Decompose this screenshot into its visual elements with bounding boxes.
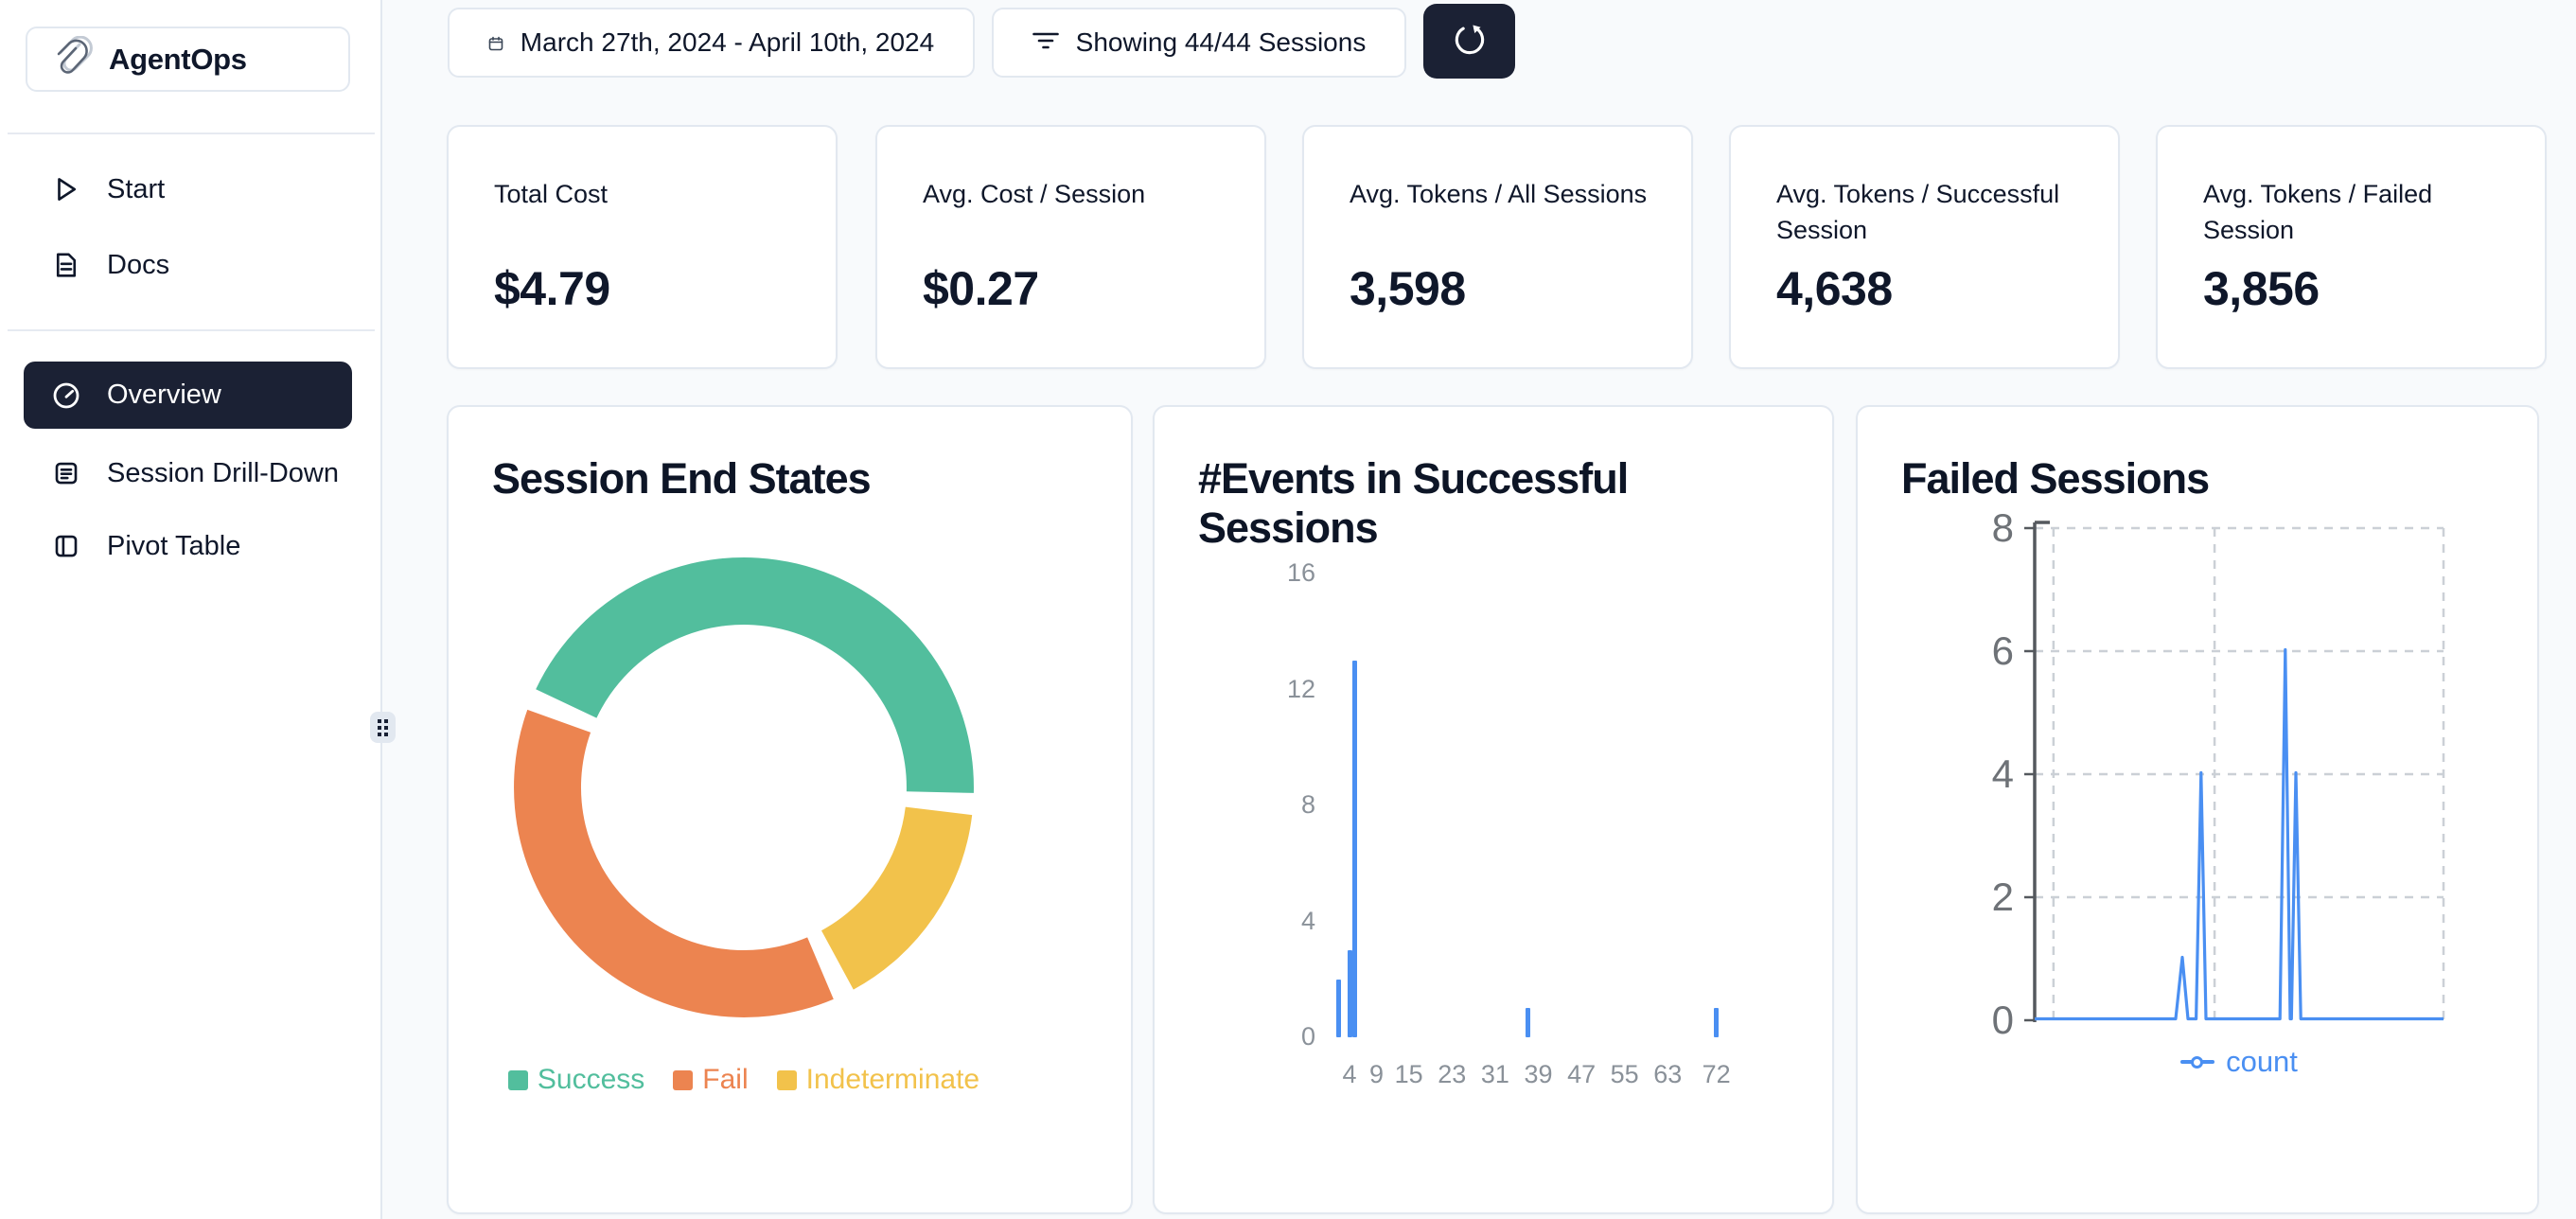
x-axis-tick-label: 63 [1653, 1060, 1683, 1088]
bar [1714, 1008, 1720, 1037]
x-axis-tick-label: 9 [1368, 1060, 1385, 1088]
line-series-marker-icon [2180, 1056, 2215, 1069]
x-axis-tick-label: 47 [1567, 1060, 1597, 1088]
x-axis-tick-label: 4 [1342, 1060, 1357, 1088]
count-legend[interactable]: count [2035, 1045, 2444, 1079]
stat-label: Total Cost [494, 180, 609, 208]
legend-item-fail[interactable]: Fail [673, 1064, 749, 1096]
session-end-states-card: Session End States Success Fail Indeterm… [447, 405, 1133, 1214]
legend-item-indeterminate[interactable]: Indeterminate [776, 1064, 980, 1096]
stat-value: 3,856 [2203, 262, 2320, 315]
refresh-button[interactable] [1423, 4, 1515, 79]
legend-label: count [2226, 1045, 2298, 1078]
indeterminate-swatch-icon [776, 1069, 797, 1090]
y-axis-tick-label: 0 [1300, 1022, 1315, 1051]
stat-card-total-cost: Total Cost $4.79 [447, 125, 838, 369]
filter-icon [1032, 27, 1059, 58]
failed-sessions-line-chart: 0 2 4 6 8 [1992, 505, 2445, 1042]
date-range-button[interactable]: March 27th, 2024 - April 10th, 2024 [448, 8, 975, 78]
sidebar-resize-handle[interactable] [370, 712, 396, 743]
sidebar-item-pivot-table[interactable]: Pivot Table [24, 520, 352, 573]
logo[interactable]: AgentOps [26, 26, 350, 92]
pivot-table-icon [50, 530, 82, 562]
chart-title: Session End States [492, 454, 872, 503]
sessions-filter-label: Showing 44/44 Sessions [1075, 27, 1367, 57]
x-axis-tick-label: 39 [1524, 1060, 1553, 1088]
x-axis-tick-label: 55 [1610, 1060, 1639, 1088]
document-icon [50, 249, 82, 281]
stat-label: Avg. Tokens / Failed Session [2203, 180, 2433, 244]
y-axis-tick-label: 4 [1300, 906, 1315, 935]
svg-text:0: 0 [1992, 998, 2014, 1042]
stat-card-avg-tokens-failed: Avg. Tokens / Failed Session 3,856 [2156, 125, 2547, 369]
failed-sessions-card: Failed Sessions 0 2 4 6 8 count [1856, 405, 2539, 1214]
sidebar-item-start[interactable]: Start [24, 163, 352, 216]
sidebar-item-label: Start [107, 173, 166, 204]
sidebar-divider [8, 329, 375, 331]
y-axis-tick-label: 8 [1300, 790, 1315, 820]
events-bar-chart: 0 4 8 12 16 4 9 15 23 31 39 47 55 63 72 [1155, 407, 1836, 1212]
gauge-icon [50, 380, 82, 412]
bar [1352, 661, 1358, 1037]
x-axis-tick-label: 72 [1702, 1060, 1731, 1088]
sidebar-item-overview[interactable]: Overview [24, 362, 352, 429]
calendar-icon [488, 27, 503, 58]
stat-value: $4.79 [494, 262, 610, 315]
play-icon [50, 173, 82, 205]
x-axis-tick-label: 15 [1394, 1060, 1423, 1088]
paperclip-icon [52, 35, 94, 82]
sessions-filter-button[interactable]: Showing 44/44 Sessions [992, 8, 1406, 78]
svg-text:8: 8 [1992, 505, 2014, 550]
stat-card-avg-tokens-successful: Avg. Tokens / Successful Session 4,638 [1729, 125, 2120, 369]
donut-chart [514, 556, 974, 1017]
bar [1525, 1008, 1530, 1037]
x-axis-tick-label: 31 [1480, 1060, 1509, 1088]
sidebar-divider [8, 132, 375, 134]
y-axis-tick-label: 16 [1286, 558, 1315, 588]
legend-label: Success [537, 1064, 645, 1095]
svg-text:2: 2 [1992, 874, 2014, 919]
app-title: AgentOps [109, 42, 247, 76]
stat-label: Avg. Tokens / Successful Session [1776, 180, 2060, 244]
sidebar-item-label: Pivot Table [107, 530, 241, 561]
legend-label: Indeterminate [805, 1064, 980, 1095]
chart-title: #Events in Successful Sessions [1198, 454, 1629, 553]
sidebar-item-label: Overview [107, 380, 221, 410]
sidebar-item-session-drill-down[interactable]: Session Drill-Down [24, 447, 352, 500]
sidebar-item-label: Session Drill-Down [107, 457, 339, 488]
stat-card-avg-tokens-all: Avg. Tokens / All Sessions 3,598 [1302, 125, 1693, 369]
list-document-icon [50, 457, 82, 489]
stat-value: 4,638 [1776, 262, 1893, 315]
events-in-successful-sessions-card: #Events in Successful Sessions 0 4 8 12 16 4 9… [1153, 405, 1834, 1214]
grip-icon [378, 718, 388, 736]
sidebar-item-docs[interactable]: Docs [24, 238, 352, 292]
legend-item-success[interactable]: Success [507, 1064, 645, 1096]
stat-value: $0.27 [923, 262, 1039, 315]
sidebar: AgentOps Start Docs Overview [0, 0, 382, 1219]
stat-label: Avg. Cost / Session [923, 180, 1146, 208]
svg-text:6: 6 [1992, 628, 2014, 673]
y-axis-tick-label: 12 [1286, 674, 1315, 703]
svg-text:4: 4 [1992, 751, 2014, 796]
stat-card-avg-cost-session: Avg. Cost / Session $0.27 [875, 125, 1266, 369]
x-axis-tick-label: 23 [1438, 1060, 1467, 1088]
refresh-icon [1450, 20, 1490, 62]
bar [1336, 979, 1342, 1037]
chart-title: Failed Sessions [1901, 454, 2210, 503]
fail-swatch-icon [673, 1069, 694, 1090]
stat-value: 3,598 [1350, 262, 1466, 315]
legend-label: Fail [702, 1064, 749, 1095]
donut-legend: Success Fail Indeterminate [449, 1064, 1039, 1096]
success-swatch-icon [507, 1069, 528, 1090]
bar [1347, 950, 1352, 1037]
sidebar-item-label: Docs [107, 249, 170, 280]
date-range-label: March 27th, 2024 - April 10th, 2024 [520, 27, 935, 57]
stat-label: Avg. Tokens / All Sessions [1350, 180, 1648, 208]
